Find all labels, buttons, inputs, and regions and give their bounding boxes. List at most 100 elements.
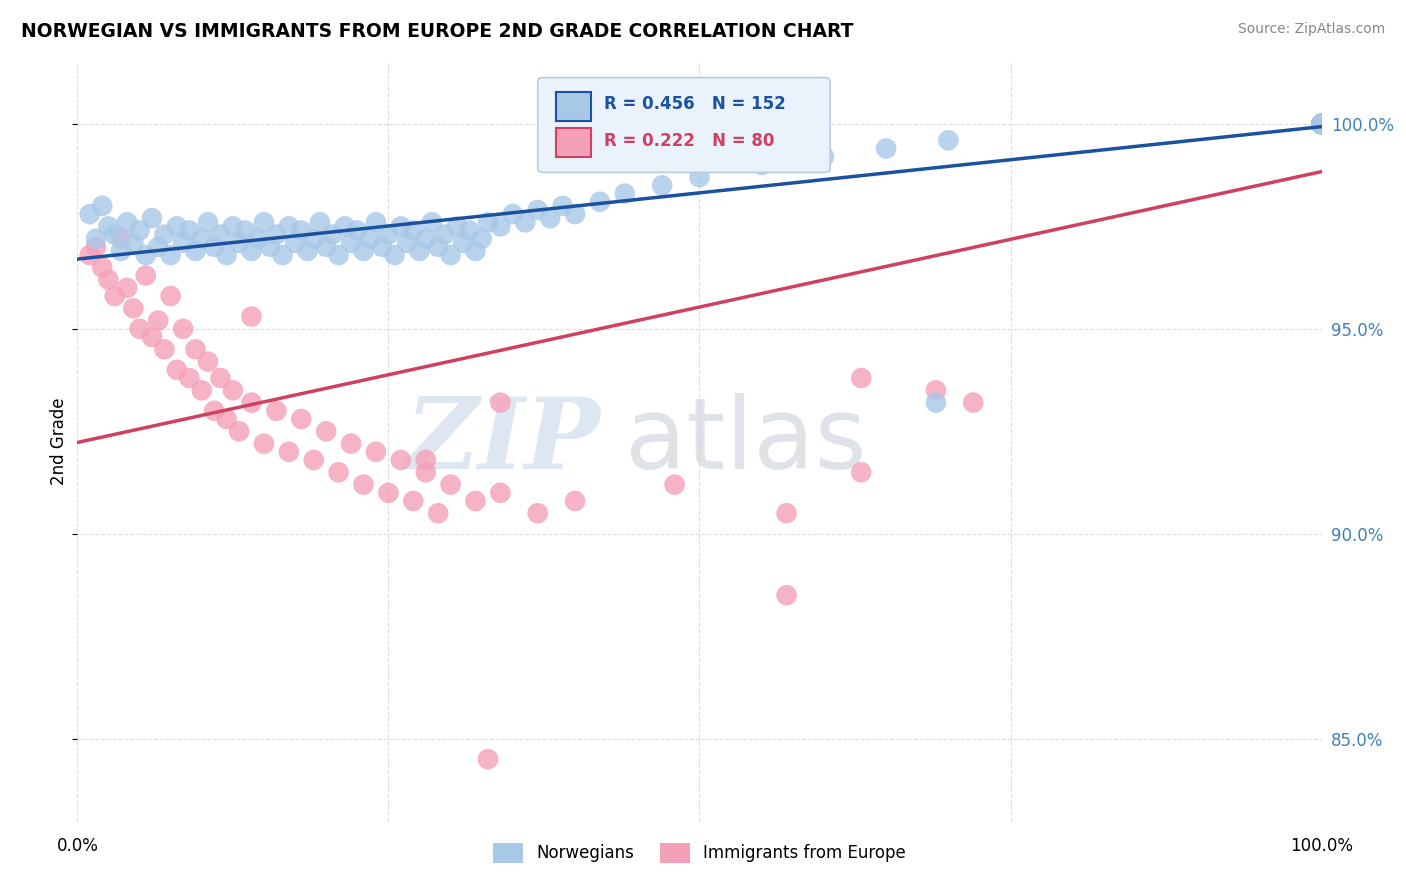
Point	[451, 235, 474, 250]
Point	[1310, 117, 1333, 131]
Point	[115, 215, 138, 229]
Point	[222, 384, 245, 398]
Point	[962, 395, 984, 409]
Point	[104, 227, 127, 242]
Point	[458, 223, 481, 237]
Point	[477, 215, 499, 229]
Point	[1310, 117, 1333, 131]
Point	[1310, 117, 1333, 131]
Point	[471, 232, 494, 246]
Point	[402, 494, 425, 508]
Legend: Norwegians, Immigrants from Europe: Norwegians, Immigrants from Europe	[486, 837, 912, 869]
Point	[1310, 117, 1333, 131]
Point	[172, 322, 194, 336]
Point	[1310, 117, 1333, 131]
Point	[128, 223, 150, 237]
Point	[271, 248, 294, 262]
Point	[1310, 117, 1333, 131]
Point	[240, 244, 263, 258]
Point	[1310, 117, 1333, 131]
Point	[1310, 117, 1333, 131]
Point	[515, 215, 537, 229]
Point	[104, 289, 127, 303]
Point	[79, 207, 101, 221]
Point	[439, 248, 461, 262]
Point	[1310, 117, 1333, 131]
Point	[1310, 117, 1333, 131]
FancyBboxPatch shape	[537, 78, 830, 172]
Point	[297, 244, 319, 258]
Point	[489, 485, 512, 500]
Point	[97, 219, 120, 234]
Point	[1310, 117, 1333, 131]
Point	[1310, 117, 1333, 131]
Point	[302, 232, 325, 246]
Point	[122, 301, 145, 316]
Point	[813, 150, 835, 164]
Point	[1310, 117, 1333, 131]
Point	[1310, 117, 1333, 131]
Text: NORWEGIAN VS IMMIGRANTS FROM EUROPE 2ND GRADE CORRELATION CHART: NORWEGIAN VS IMMIGRANTS FROM EUROPE 2ND …	[21, 22, 853, 41]
Point	[135, 268, 157, 283]
Point	[551, 199, 574, 213]
Point	[1310, 117, 1333, 131]
Point	[1310, 117, 1333, 131]
Point	[1310, 117, 1333, 131]
Point	[1310, 117, 1333, 131]
Point	[1310, 117, 1333, 131]
Point	[389, 453, 412, 467]
Point	[1310, 117, 1333, 131]
Point	[1310, 117, 1333, 131]
Point	[266, 227, 288, 242]
Point	[1310, 117, 1333, 131]
Point	[1310, 117, 1333, 131]
Point	[1310, 117, 1333, 131]
Point	[1310, 117, 1333, 131]
Point	[464, 494, 486, 508]
Point	[1310, 117, 1333, 131]
Point	[775, 506, 797, 520]
Point	[1310, 117, 1333, 131]
Point	[415, 232, 437, 246]
Point	[122, 235, 145, 250]
Point	[1310, 117, 1333, 131]
Point	[202, 240, 225, 254]
Point	[191, 232, 214, 246]
Point	[489, 219, 512, 234]
Point	[128, 322, 150, 336]
Point	[115, 281, 138, 295]
Point	[259, 240, 281, 254]
Point	[851, 371, 873, 385]
Point	[209, 371, 232, 385]
Point	[526, 202, 548, 217]
Point	[1310, 117, 1333, 131]
Point	[1310, 117, 1333, 131]
Point	[1310, 117, 1333, 131]
Point	[309, 215, 332, 229]
Point	[91, 260, 114, 275]
Point	[875, 141, 897, 155]
Point	[1310, 117, 1333, 131]
Point	[315, 425, 337, 439]
Point	[333, 219, 356, 234]
Point	[1310, 117, 1333, 131]
Point	[464, 244, 486, 258]
Point	[1310, 117, 1333, 131]
Point	[228, 425, 250, 439]
Point	[371, 240, 394, 254]
Point	[389, 219, 412, 234]
Point	[159, 289, 181, 303]
Point	[290, 223, 312, 237]
Point	[526, 506, 548, 520]
Point	[1310, 117, 1333, 131]
Point	[197, 215, 219, 229]
Point	[153, 227, 176, 242]
Point	[1310, 117, 1333, 131]
Point	[284, 235, 307, 250]
Bar	[557, 92, 592, 120]
Point	[141, 330, 163, 344]
Point	[166, 219, 188, 234]
Text: ZIP: ZIP	[405, 393, 600, 490]
Point	[240, 395, 263, 409]
Y-axis label: 2nd Grade: 2nd Grade	[51, 398, 69, 485]
